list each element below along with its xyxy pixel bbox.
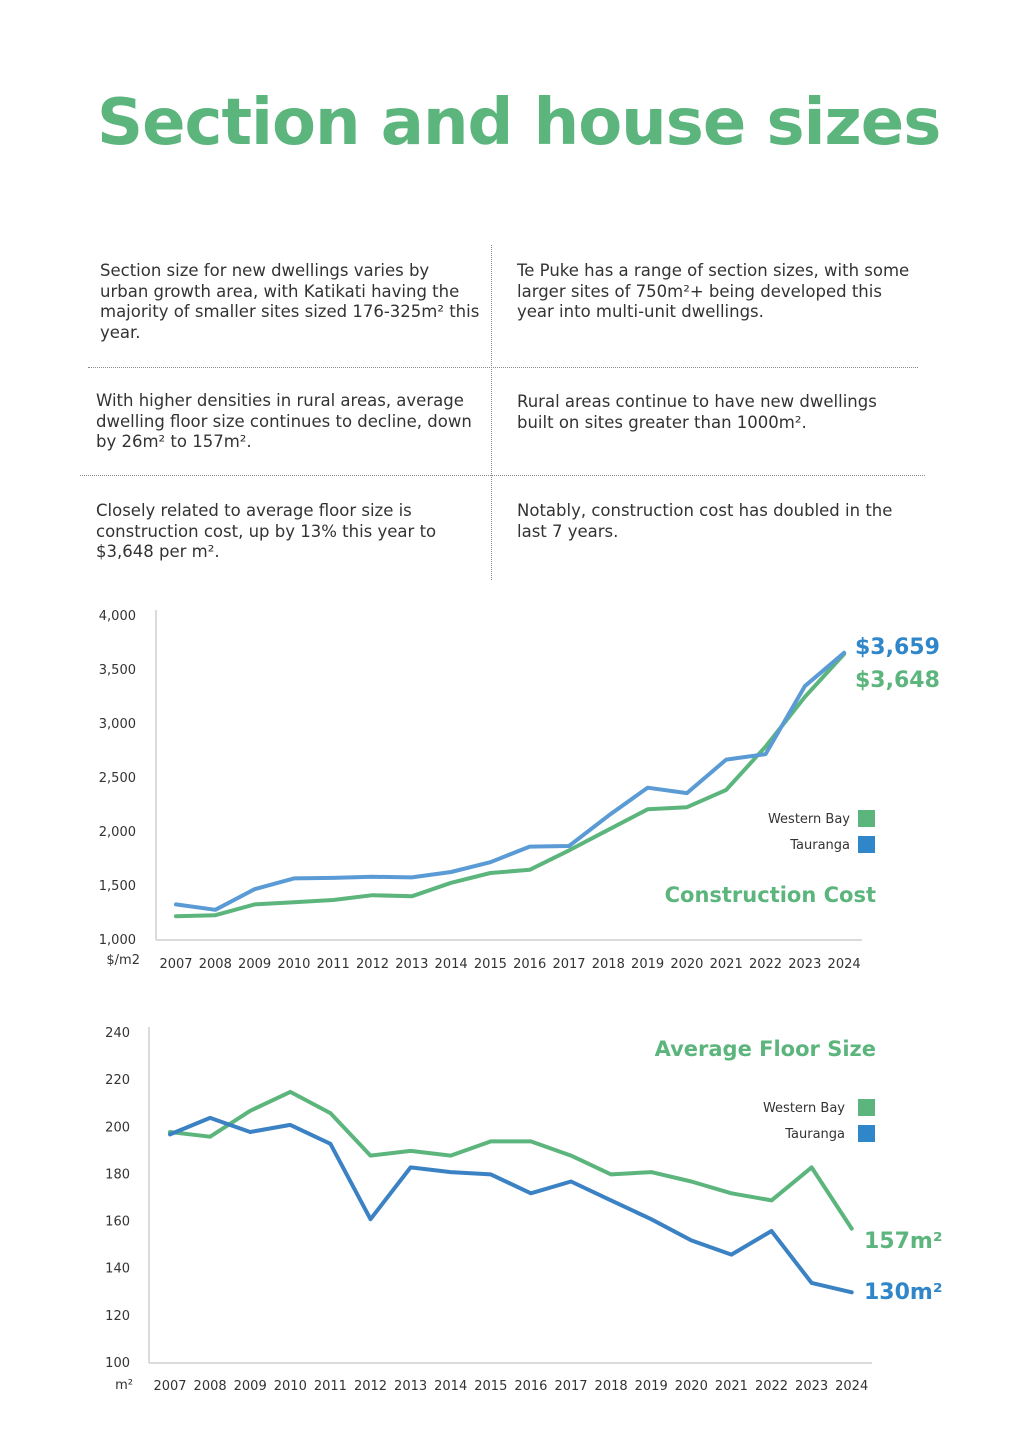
x-tick-label: 2022 [749,957,782,972]
end-value-label: 157m² [864,1229,942,1254]
x-tick-label: 2017 [554,1379,587,1394]
x-tick-label: 2015 [474,957,507,972]
paragraph-te-puke: Te Puke has a range of section sizes, wi… [517,261,910,321]
y-axis-unit-label: m² [115,1378,133,1393]
y-tick-label: 3,000 [99,717,136,732]
x-tick-label: 2015 [474,1379,507,1394]
y-tick-label: 160 [105,1215,130,1230]
y-tick-label: 2,500 [99,771,136,786]
y-tick-label: 240 [105,1026,130,1041]
page-title: Section and house sizes [97,86,941,160]
x-tick-label: 2011 [317,957,350,972]
x-tick-label: 2012 [354,1379,387,1394]
grid-divider-vertical [491,245,492,580]
legend-swatch [858,810,875,827]
grid-divider-2 [80,475,925,476]
y-axis-unit-label: $/m2 [106,953,140,968]
x-tick-label: 2019 [631,957,664,972]
construction-cost-chart: 1,000 1,500 2,000 2,500 3,000 3,500 4,000 $/m2 2… [99,609,940,972]
chart-title: Average Floor Size [655,1037,876,1061]
paragraph-katikati: Section size for new dwellings varies by… [100,261,480,342]
x-tick-label: 2007 [153,1379,186,1394]
x-tick-label: 2014 [434,1379,467,1394]
x-tick-label: 2008 [194,1379,227,1394]
x-tick-label: 2013 [395,957,428,972]
series-line-western-bay [174,652,847,919]
y-tick-label: 2,000 [99,825,136,840]
x-tick-label: 2020 [675,1379,708,1394]
series-line-western-bay [168,1089,854,1231]
paragraph-construction-cost: Closely related to average floor size is… [96,501,437,561]
floor-size-chart: 100 120 140 160 180 200 220 240 m² 2007 2008 2009 20… [105,1026,942,1394]
x-tick-label: 2024 [828,957,861,972]
paragraph-rural: Rural areas continue to have new dwellin… [517,392,877,432]
x-tick-label: 2009 [234,1379,267,1394]
x-tick-label: 2023 [795,1379,828,1394]
x-tick-label: 2014 [435,957,468,972]
y-tick-label: 3,500 [99,663,136,678]
x-tick-label: 2023 [788,957,821,972]
x-tick-label: 2010 [277,957,310,972]
x-tick-label: 2013 [394,1379,427,1394]
x-tick-label: 2016 [514,1379,547,1394]
series-line-tauranga [168,1115,854,1295]
y-tick-label: 1,500 [99,879,136,894]
x-tick-label: 2007 [159,957,192,972]
legend-label: Western Bay [763,1101,845,1116]
grid-divider-1 [88,367,918,368]
paragraph-floor-size: With higher densities in rural areas, av… [96,391,472,451]
y-tick-label: 180 [105,1167,130,1182]
legend-swatch [858,1099,875,1116]
legend-label: Tauranga [784,1127,845,1142]
y-tick-label: 4,000 [99,609,136,624]
legend-label: Western Bay [768,812,850,827]
series-line-tauranga [174,650,847,912]
x-tick-label: 2019 [635,1379,668,1394]
x-tick-label: 2017 [552,957,585,972]
y-tick-label: 140 [105,1262,130,1277]
x-tick-label: 2022 [755,1379,788,1394]
y-tick-label: 200 [105,1120,130,1135]
info-grid: Section size for new dwellings varies by… [80,245,930,580]
x-tick-label: 2009 [238,957,271,972]
paragraph-doubled: Notably, construction cost has doubled i… [517,501,893,541]
end-value-label: $3,648 [855,668,940,693]
x-tick-label: 2020 [670,957,703,972]
y-tick-label: 120 [105,1309,130,1324]
x-tick-label: 2024 [835,1379,868,1394]
y-tick-label: 1,000 [99,933,136,948]
x-tick-label: 2010 [274,1379,307,1394]
y-tick-label: 220 [105,1073,130,1088]
legend-swatch [858,1125,875,1142]
x-tick-label: 2021 [710,957,743,972]
x-tick-label: 2012 [356,957,389,972]
x-tick-label: 2016 [513,957,546,972]
x-tick-label: 2008 [199,957,232,972]
y-tick-label: 100 [105,1356,130,1371]
x-tick-label: 2018 [595,1379,628,1394]
legend-swatch [858,836,875,853]
x-tick-label: 2018 [592,957,625,972]
x-tick-label: 2011 [314,1379,347,1394]
legend-label: Tauranga [789,838,850,853]
end-value-label: 130m² [864,1280,942,1305]
end-value-label: $3,659 [855,635,940,660]
chart-title: Construction Cost [665,883,876,907]
x-tick-label: 2021 [715,1379,748,1394]
